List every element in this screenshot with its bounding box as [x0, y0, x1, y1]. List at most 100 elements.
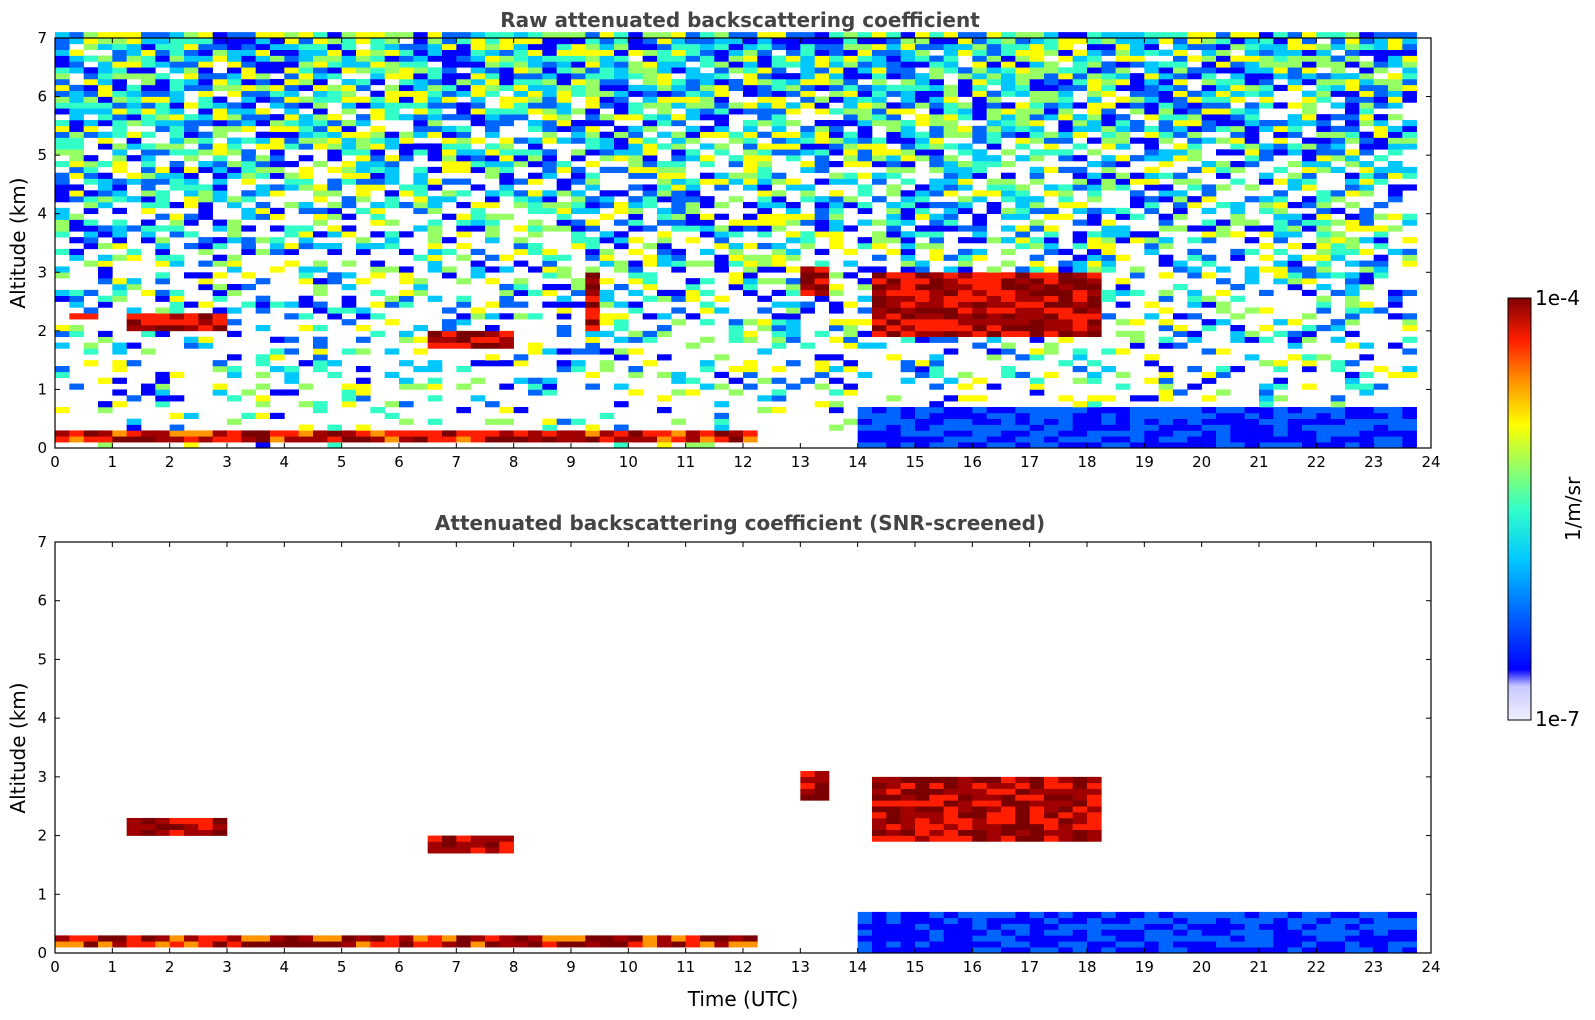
heatmap-cell [427, 941, 443, 948]
heatmap-cell [1144, 412, 1159, 420]
heatmap-cell [1115, 61, 1131, 68]
heatmap-cell [227, 202, 242, 209]
heatmap-cell [1072, 278, 1088, 285]
heatmap-cell [757, 260, 772, 267]
heatmap-cell [1130, 418, 1145, 425]
heatmap-cell [313, 260, 328, 267]
heatmap-cell [614, 49, 629, 56]
heatmap-cell [599, 61, 615, 68]
heatmap-cell [241, 196, 256, 203]
heatmap-cell [943, 213, 959, 220]
heatmap-cell [298, 935, 314, 942]
heatmap-cell [1072, 84, 1088, 92]
heatmap-cell [1130, 231, 1145, 238]
heatmap-cell [585, 49, 600, 56]
heatmap-cell [1029, 32, 1045, 39]
heatmap-cell [198, 184, 213, 191]
heatmap-cell [1216, 49, 1231, 56]
heatmap-cell [814, 178, 830, 185]
heatmap-cell [1158, 947, 1174, 954]
heatmap-cell [900, 32, 916, 39]
heatmap-cell [241, 190, 256, 197]
heatmap-cell [743, 935, 758, 942]
heatmap-cell [313, 243, 328, 250]
heatmap-cell [671, 61, 686, 68]
heatmap-cell [599, 941, 615, 948]
heatmap-cell [270, 213, 285, 220]
heatmap-cell [1373, 917, 1389, 924]
heatmap-cell [585, 184, 600, 191]
heatmap-cell [800, 84, 815, 92]
heatmap-cell [1287, 84, 1303, 92]
heatmap-cell [1015, 120, 1030, 127]
heatmap-cell [470, 313, 486, 320]
heatmap-cell [757, 231, 772, 238]
heatmap-cell [771, 196, 787, 203]
heatmap-cell [126, 325, 142, 332]
heatmap-cell [1259, 917, 1274, 924]
heatmap-cell [900, 923, 916, 930]
heatmap-cell [370, 55, 385, 62]
heatmap-cell [556, 38, 572, 45]
heatmap-cell [1302, 96, 1317, 103]
heatmap-cell [1345, 43, 1360, 51]
heatmap-cell [69, 55, 84, 62]
heatmap-cell [814, 55, 830, 62]
heatmap-cell [1158, 61, 1174, 68]
heatmap-cell [1115, 424, 1131, 431]
heatmap-cell [657, 131, 672, 138]
heatmap-cell [1101, 243, 1116, 250]
heatmap-cell [599, 935, 615, 942]
chart-title: Raw attenuated backscattering coefficien… [500, 8, 980, 32]
heatmap-cell [270, 248, 285, 256]
heatmap-cell [1273, 125, 1288, 133]
heatmap-cell [872, 149, 887, 156]
heatmap-cell [155, 243, 170, 250]
heatmap-cell [1345, 295, 1360, 302]
heatmap-cell [1044, 941, 1059, 948]
heatmap-cell [943, 84, 959, 92]
heatmap-cell [972, 295, 987, 302]
heatmap-cell [657, 55, 672, 62]
heatmap-cell [1402, 442, 1417, 449]
heatmap-cell [986, 289, 1002, 297]
heatmap-cell [1201, 79, 1217, 86]
heatmap-cell [728, 38, 744, 45]
heatmap-cell [255, 430, 271, 437]
heatmap-cell [958, 788, 973, 795]
heatmap-cell [427, 55, 443, 62]
heatmap-cell [800, 49, 815, 56]
heatmap-cell [284, 61, 299, 68]
heatmap-cell [255, 436, 271, 443]
heatmap-cell [1373, 243, 1389, 250]
heatmap-cell [1402, 260, 1417, 267]
heatmap-cell [198, 55, 213, 62]
heatmap-cell [384, 412, 400, 420]
heatmap-cell [1302, 120, 1317, 127]
heatmap-cell [1316, 114, 1331, 121]
heatmap-cell [585, 137, 600, 144]
heatmap-cell [313, 231, 328, 238]
heatmap-cell [1259, 418, 1274, 425]
heatmap-cell [184, 319, 199, 326]
heatmap-cell [1187, 90, 1202, 97]
heatmap-cell [184, 817, 199, 825]
heatmap-cell [69, 172, 84, 179]
heatmap-cell [442, 73, 457, 80]
heatmap-cell [886, 301, 901, 308]
heatmap-cell [370, 155, 385, 162]
heatmap-cell [298, 295, 314, 302]
heatmap-cell [571, 137, 586, 144]
heatmap-cell [456, 190, 471, 197]
heatmap-cell [470, 155, 486, 162]
heatmap-cell [1287, 407, 1303, 414]
heatmap-cell [1072, 61, 1088, 68]
y-tick-label: 2 [37, 322, 47, 340]
heatmap-cell [1373, 79, 1389, 86]
heatmap-cell [1373, 125, 1389, 133]
heatmap-cell [1015, 835, 1030, 842]
heatmap-cell [714, 307, 729, 314]
heatmap-cell [270, 935, 285, 942]
heatmap-cell [184, 149, 199, 156]
heatmap-cell [1287, 412, 1303, 420]
